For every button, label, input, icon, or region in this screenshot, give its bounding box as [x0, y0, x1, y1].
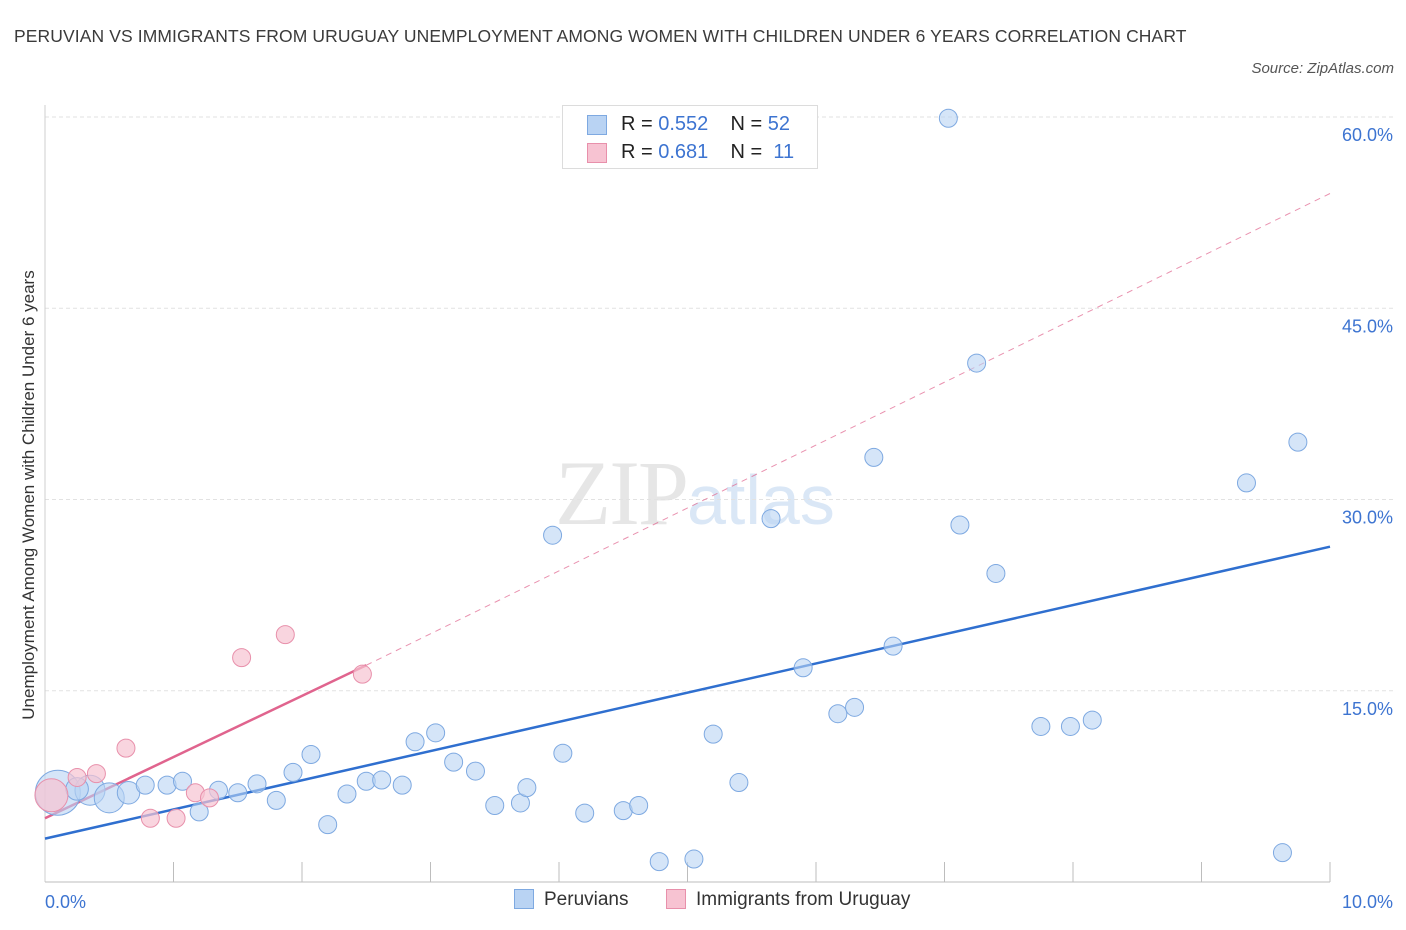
data-point-uruguay — [140, 808, 160, 828]
data-point-peruvian — [1288, 432, 1308, 452]
data-point-peruvian — [301, 745, 321, 764]
data-point-peruvian — [1236, 473, 1256, 493]
data-point-peruvian — [967, 353, 987, 373]
data-point-peruvian — [392, 775, 412, 795]
data-point-peruvian — [883, 636, 903, 656]
watermark-zip: ZIP — [555, 442, 689, 544]
data-point-peruvian — [405, 732, 425, 752]
x-tick-label: 0.0% — [45, 892, 86, 912]
data-point-peruvian — [444, 752, 464, 772]
y-tick-label: 45.0% — [1342, 316, 1393, 336]
legend-swatch-pink — [587, 143, 607, 163]
data-point-peruvian — [283, 762, 303, 782]
data-point-peruvian — [266, 790, 286, 810]
data-point-peruvian — [864, 447, 884, 467]
data-point-peruvian — [1060, 716, 1080, 736]
axes — [44, 105, 1331, 883]
legend-item-uruguay: Immigrants from Uruguay — [666, 889, 910, 911]
n-value: 52 — [767, 113, 791, 135]
legend-text: R = 0.552 N = 52 — [621, 113, 790, 136]
x-tick-label: 10.0% — [1342, 892, 1393, 912]
data-point-peruvian — [189, 802, 209, 822]
y-tick-label: 30.0% — [1342, 508, 1393, 528]
data-point-peruvian — [828, 704, 848, 724]
data-point-peruvian — [135, 775, 155, 795]
data-point-peruvian — [793, 658, 813, 678]
chart-title: PERUVIAN VS IMMIGRANTS FROM URUGUAY UNEM… — [14, 26, 1187, 46]
data-point-uruguay — [166, 808, 186, 828]
data-point-peruvian — [318, 815, 338, 835]
data-point-peruvian — [629, 796, 649, 815]
data-point-uruguay — [232, 648, 252, 668]
data-point-uruguay — [352, 664, 372, 684]
data-point-peruvian — [950, 515, 970, 535]
data-point-peruvian — [337, 784, 357, 804]
data-point-peruvian — [465, 761, 485, 781]
y-tick-label: 60.0% — [1342, 125, 1393, 145]
legend-item-peruvians: Peruvians — [514, 889, 629, 911]
data-point-peruvian — [543, 525, 563, 545]
trend-line-extended — [366, 193, 1331, 666]
data-point-peruvian — [1082, 710, 1102, 730]
tick-labels: 15.0% 30.0% 45.0% 60.0% 0.0% 10.0% — [45, 125, 1393, 912]
data-point-peruvian — [426, 723, 446, 743]
legend-label-uruguay: Immigrants from Uruguay — [696, 889, 911, 910]
n-value: 11 — [773, 141, 795, 163]
data-point-uruguay — [34, 778, 69, 813]
data-point-peruvian — [1272, 843, 1292, 863]
r-label: R = — [621, 113, 653, 135]
data-point-peruvian — [703, 724, 723, 744]
n-label: N = — [730, 141, 763, 163]
data-point-peruvian — [938, 108, 958, 128]
data-point-peruvian — [485, 796, 505, 815]
data-point-peruvian — [845, 697, 865, 717]
data-point-peruvian — [228, 783, 248, 803]
r-label: R = — [621, 141, 653, 163]
data-point-peruvian — [553, 743, 573, 763]
data-point-uruguay — [116, 738, 136, 758]
data-points — [34, 108, 1308, 872]
r-value: 0.552 — [658, 113, 709, 135]
legend-text: R = 0.681 N = 11 — [621, 141, 794, 164]
n-label: N = — [730, 113, 763, 135]
legend-swatch-blue — [587, 115, 607, 135]
data-point-peruvian — [247, 774, 267, 794]
data-point-uruguay — [67, 767, 87, 787]
data-point-peruvian — [372, 770, 392, 790]
data-point-peruvian — [684, 849, 704, 869]
y-tick-label: 15.0% — [1342, 699, 1393, 719]
correlation-legend: R = 0.552 N = 52 R = 0.681 N = 11 — [562, 105, 818, 169]
trend-lines — [44, 193, 1331, 840]
data-point-peruvian — [986, 563, 1006, 583]
source-label: Source: ZipAtlas.com — [1251, 60, 1394, 77]
r-value: 0.681 — [658, 141, 709, 163]
data-point-uruguay — [275, 625, 295, 645]
data-point-peruvian — [575, 803, 595, 823]
legend-swatch-blue — [514, 889, 534, 909]
legend-label-peruvians: Peruvians — [544, 889, 629, 910]
data-point-peruvian — [729, 773, 749, 793]
data-point-peruvian — [172, 771, 192, 791]
data-point-peruvian — [1031, 716, 1051, 736]
data-point-peruvian — [517, 778, 537, 798]
gridlines — [45, 116, 1395, 692]
legend-swatch-pink — [666, 889, 686, 909]
data-point-uruguay — [199, 788, 219, 808]
data-point-peruvian — [649, 852, 669, 872]
data-point-uruguay — [86, 764, 106, 784]
data-point-peruvian — [761, 509, 781, 529]
